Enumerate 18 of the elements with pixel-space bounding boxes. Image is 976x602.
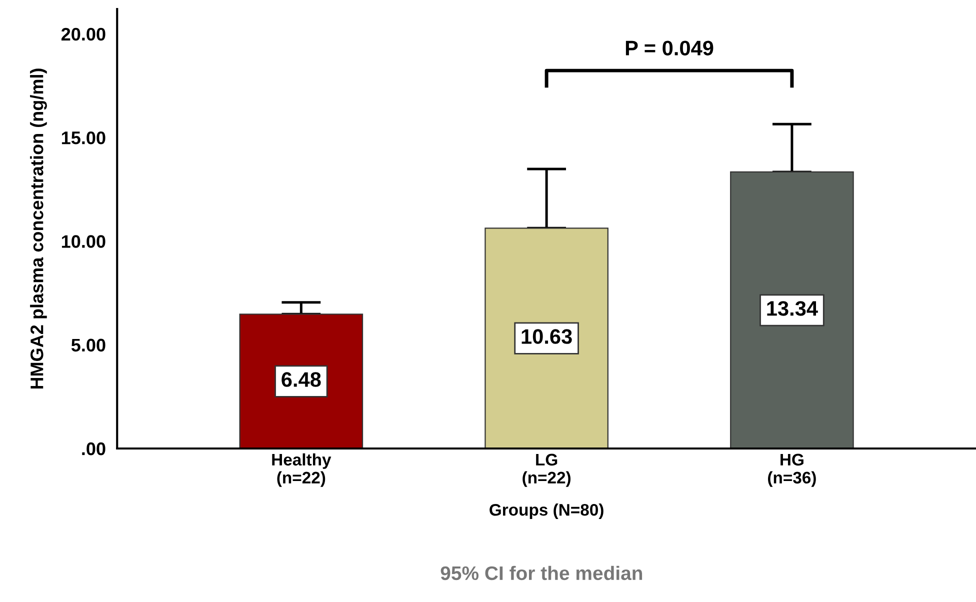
y-tick-label: 5.00 — [71, 338, 106, 352]
x-tick-label: Healthy (n=22) — [272, 453, 332, 487]
data-label: 10.63 — [522, 329, 572, 344]
data-label: 13.34 — [767, 301, 818, 316]
y-tick-label: 15.00 — [62, 131, 106, 144]
bar — [484, 228, 608, 448]
y-tick-label: 10.00 — [62, 235, 106, 248]
x-tick-label: LG (n=22) — [522, 454, 571, 487]
x-tick-label: HG (n=36) — [768, 454, 816, 487]
data-label: 6.48 — [282, 372, 321, 387]
text: 95% CI for the median — [440, 566, 642, 580]
y-tick-label: .00 — [82, 442, 106, 456]
bar — [239, 314, 364, 448]
annotation: P = 0.049 — [626, 40, 714, 56]
y-tick-label: 20.00 — [61, 28, 106, 41]
bar — [730, 171, 854, 448]
x-axis-title: Groups (N=80) — [490, 504, 604, 520]
y-axis-title: HMGA2 plasma concentration (ng/ml) — [30, 68, 47, 389]
